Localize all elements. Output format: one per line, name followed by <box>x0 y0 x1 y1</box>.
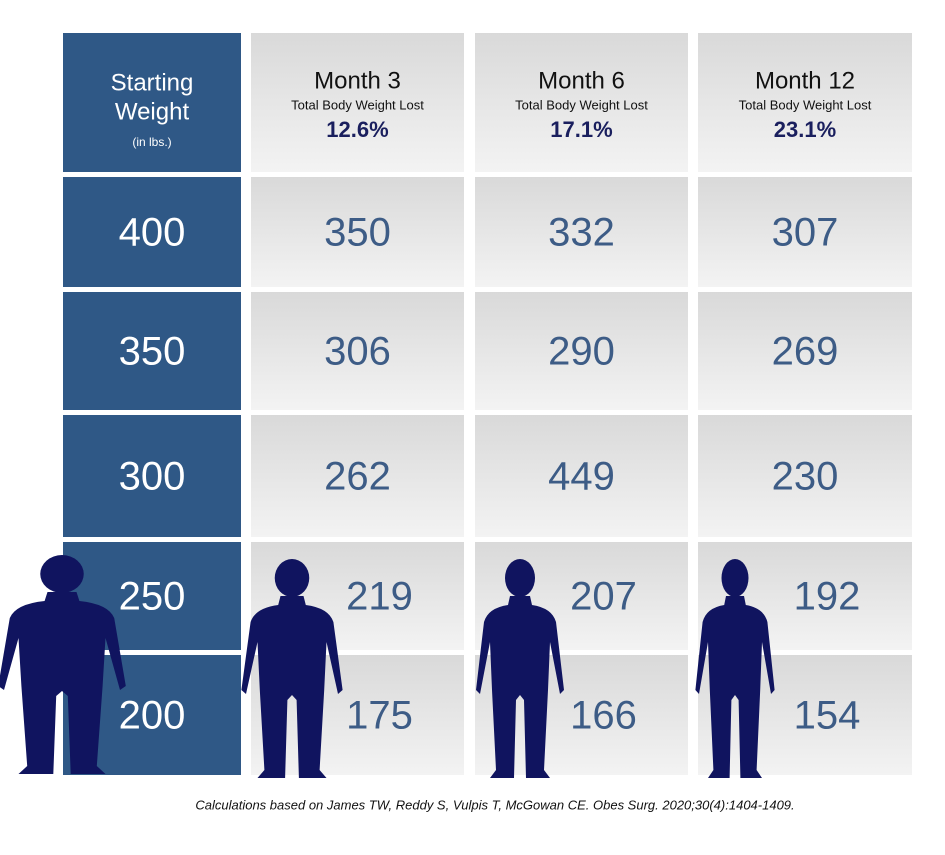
table-cell <box>698 292 912 410</box>
table-cell <box>251 292 464 410</box>
table-cell <box>63 177 241 287</box>
cell-value: 300 <box>119 455 186 499</box>
cell-value: 250 <box>119 575 186 619</box>
cell-value: 200 <box>119 694 186 738</box>
table-cell <box>475 292 688 410</box>
footnote: Calculations based on James TW, Reddy S,… <box>195 797 794 812</box>
cell-value: 219 <box>346 575 413 619</box>
header-text: (in lbs.) <box>132 135 171 149</box>
cell-value: 449 <box>548 455 615 499</box>
column-percent: 23.1% <box>774 117 836 142</box>
column-subtitle: Total Body Weight Lost <box>291 97 424 112</box>
column-percent: 12.6% <box>326 117 388 142</box>
header-cell <box>698 33 912 172</box>
cell-value: 192 <box>794 575 861 619</box>
column-month: Month 3 <box>314 67 401 94</box>
table-cell <box>475 415 688 537</box>
cell-value: 175 <box>346 694 413 738</box>
cell-value: 350 <box>119 330 186 374</box>
cell-value: 230 <box>772 455 839 499</box>
cell-value: 332 <box>548 211 615 255</box>
table-cell <box>698 415 912 537</box>
header-cell <box>63 33 241 172</box>
column-month: Month 6 <box>538 67 625 94</box>
cell-value: 154 <box>794 694 861 738</box>
cell-value: 262 <box>324 455 391 499</box>
table-body: 400 350 332 307 350 306 290 269 300 262 449 230 250 2… <box>63 177 912 775</box>
cell-value: 307 <box>772 211 839 255</box>
header-text: Starting <box>111 69 194 96</box>
table-cell <box>475 177 688 287</box>
table-cell <box>63 292 241 410</box>
column-subtitle: Total Body Weight Lost <box>515 97 648 112</box>
header-cell <box>475 33 688 172</box>
cell-value: 350 <box>324 211 391 255</box>
cell-value: 166 <box>570 694 637 738</box>
column-month: Month 12 <box>755 67 855 94</box>
header-text: Weight <box>115 98 190 125</box>
cell-value: 207 <box>570 575 637 619</box>
cell-value: 306 <box>324 330 391 374</box>
table-cell <box>63 415 241 537</box>
cell-value: 269 <box>772 330 839 374</box>
column-subtitle: Total Body Weight Lost <box>739 97 872 112</box>
column-percent: 17.1% <box>550 117 612 142</box>
table-cell <box>251 177 464 287</box>
table-cell <box>251 415 464 537</box>
table-cell <box>698 177 912 287</box>
cell-value: 400 <box>119 211 186 255</box>
header-cell <box>251 33 464 172</box>
cell-value: 290 <box>548 330 615 374</box>
